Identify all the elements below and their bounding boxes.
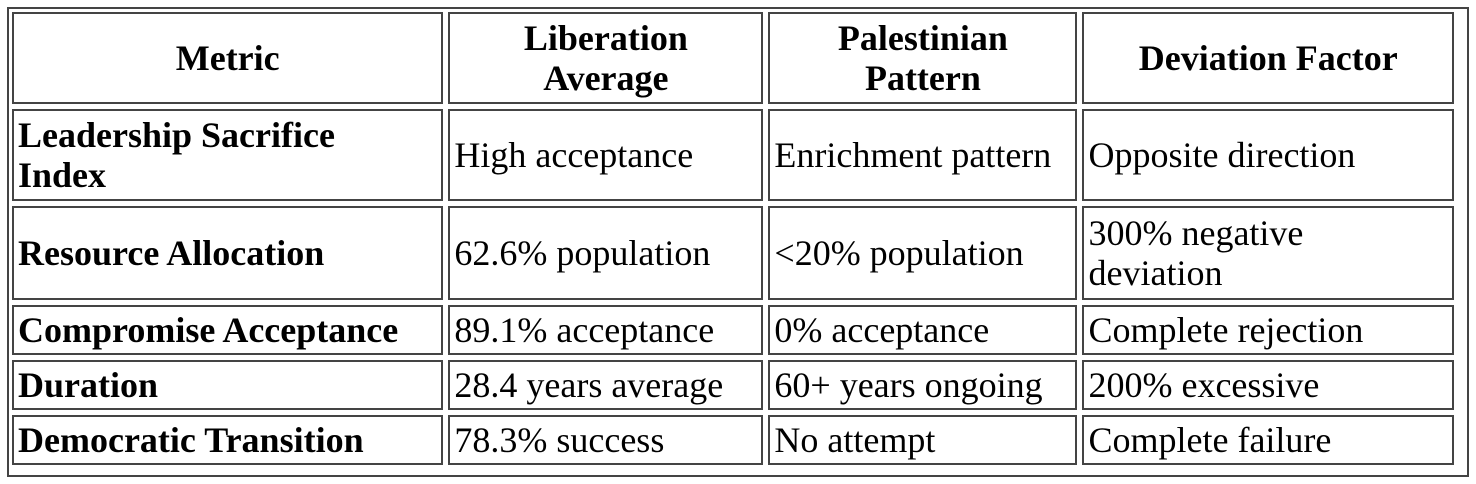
cell-metric: Duration	[12, 360, 444, 410]
cell-liberation: High acceptance	[448, 109, 764, 201]
cell-liberation: 28.4 years average	[448, 360, 764, 410]
deviation-line-1: 300% negative	[1088, 213, 1304, 253]
cell-deviation: 300% negative deviation	[1082, 206, 1454, 300]
cell-liberation: 78.3% success	[448, 415, 764, 465]
header-metric-label: Metric	[175, 38, 280, 78]
header-palestinian-line-2: Pattern	[864, 58, 981, 98]
header-metric: Metric	[12, 12, 444, 104]
cell-palestinian: <20% population	[768, 206, 1078, 300]
metric-line-2: Index	[18, 155, 107, 195]
header-liberation-line-2: Average	[543, 58, 669, 98]
deviation-line-2: deviation	[1088, 253, 1223, 293]
table-header-row: Metric Liberation Average Palestinian Pa…	[12, 12, 1454, 104]
table-row: Duration 28.4 years average 60+ years on…	[12, 360, 1454, 410]
cell-palestinian: No attempt	[768, 415, 1078, 465]
header-liberation-average: Liberation Average	[448, 12, 764, 104]
cell-deviation: 200% excessive	[1082, 360, 1454, 410]
header-deviation-label: Deviation Factor	[1138, 38, 1398, 78]
cell-palestinian: 0% acceptance	[768, 305, 1078, 355]
comparison-table: Metric Liberation Average Palestinian Pa…	[7, 7, 1459, 470]
cell-metric: Leadership Sacrifice Index	[12, 109, 444, 201]
header-palestinian-pattern: Palestinian Pattern	[768, 12, 1078, 104]
cell-deviation: Complete failure	[1082, 415, 1454, 465]
table-row: Compromise Acceptance 89.1% acceptance 0…	[12, 305, 1454, 355]
cell-deviation: Opposite direction	[1082, 109, 1454, 201]
cell-palestinian: Enrichment pattern	[768, 109, 1078, 201]
cell-metric: Democratic Transition	[12, 415, 444, 465]
cell-metric: Resource Allocation	[12, 206, 444, 300]
metric-line-1: Leadership Sacrifice	[18, 115, 335, 155]
comparison-table-frame: Metric Liberation Average Palestinian Pa…	[7, 7, 1469, 477]
header-palestinian-line-1: Palestinian	[837, 18, 1008, 58]
cell-palestinian: 60+ years ongoing	[768, 360, 1078, 410]
cell-metric: Compromise Acceptance	[12, 305, 444, 355]
header-liberation-line-1: Liberation	[523, 18, 688, 58]
table-row: Democratic Transition 78.3% success No a…	[12, 415, 1454, 465]
table-row: Resource Allocation 62.6% population <20…	[12, 206, 1454, 300]
table-row: Leadership Sacrifice Index High acceptan…	[12, 109, 1454, 201]
cell-liberation: 62.6% population	[448, 206, 764, 300]
header-deviation-factor: Deviation Factor	[1082, 12, 1454, 104]
cell-deviation: Complete rejection	[1082, 305, 1454, 355]
cell-liberation: 89.1% acceptance	[448, 305, 764, 355]
